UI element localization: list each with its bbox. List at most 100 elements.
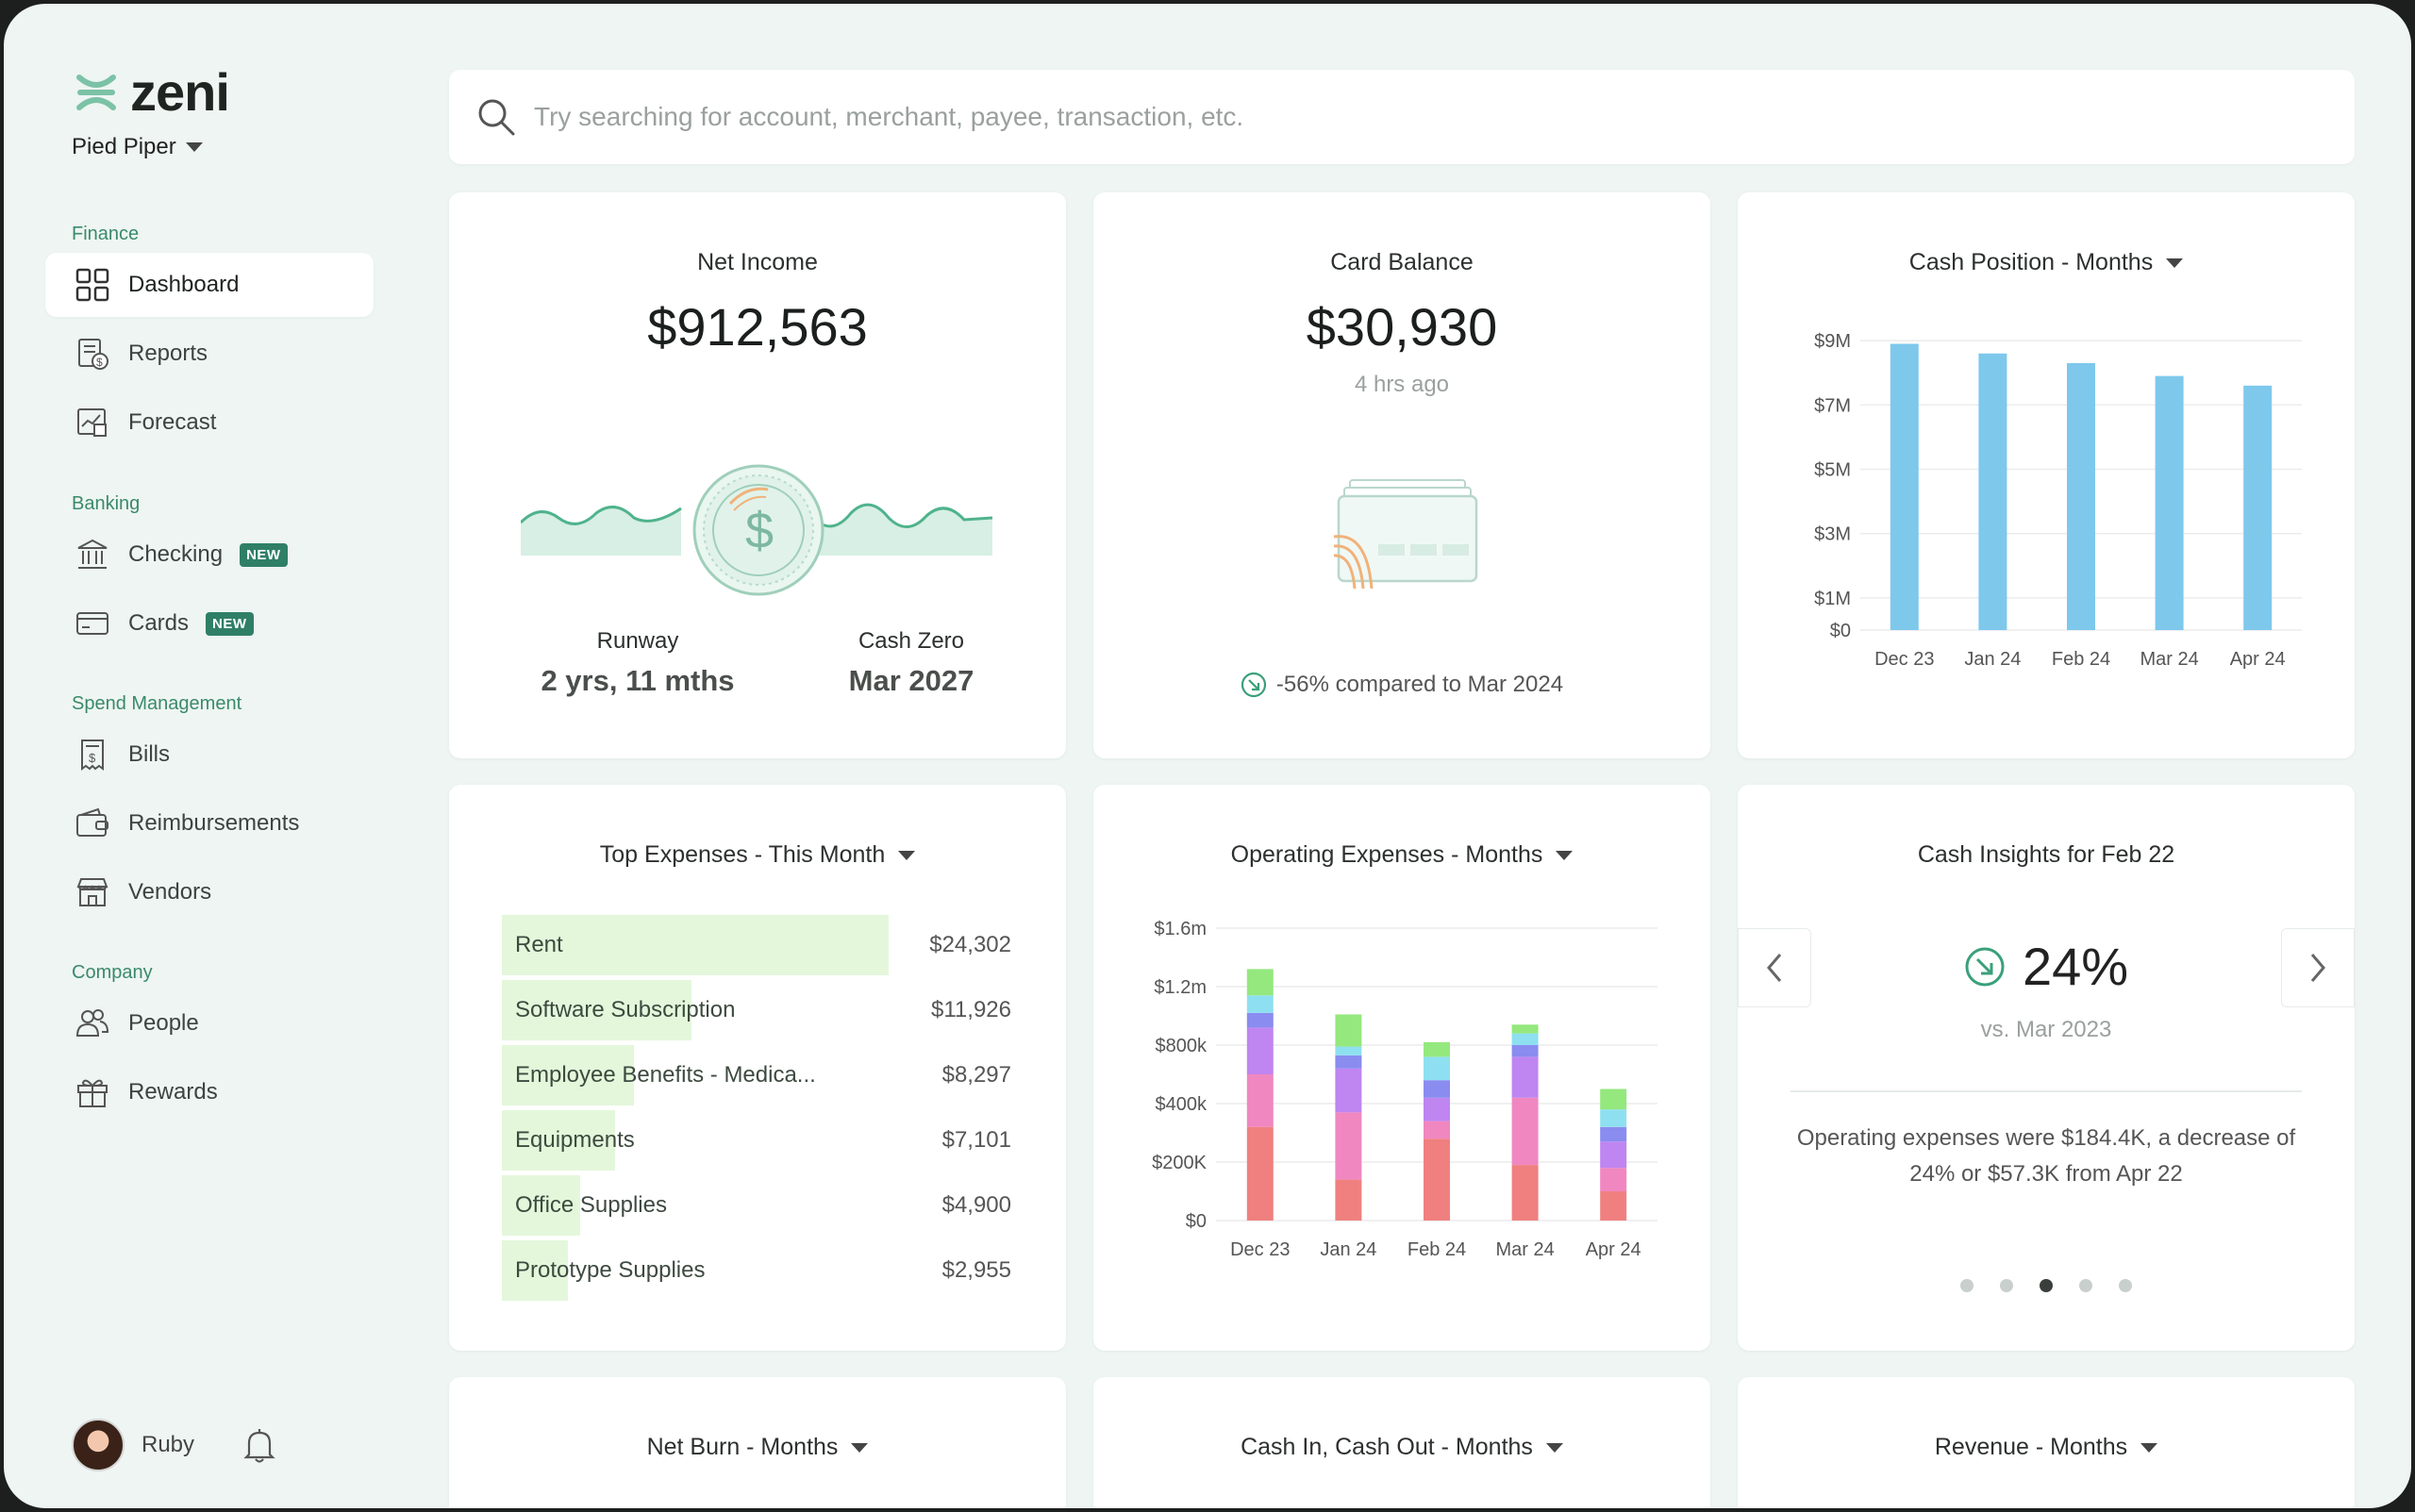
bar-segment[interactable] [1424, 1041, 1450, 1057]
y-tick-label: $0 [1830, 621, 1851, 641]
bar-segment[interactable] [1600, 1168, 1627, 1191]
bar[interactable] [1890, 343, 1919, 630]
sidebar-item-forecast[interactable]: Forecast [45, 390, 374, 455]
bar-segment[interactable] [1511, 1056, 1539, 1098]
bar-segment[interactable] [1600, 1141, 1627, 1169]
bar-segment[interactable] [1335, 1055, 1362, 1069]
card-title-text: Top Expenses - This Month [599, 841, 886, 868]
bar-segment[interactable] [1424, 1121, 1450, 1139]
expense-row[interactable]: Prototype Supplies $2,955 [502, 1240, 1011, 1301]
carousel-dot[interactable] [1960, 1279, 1974, 1292]
card-title[interactable]: Cash In, Cash Out - Months [1093, 1434, 1710, 1461]
bar-segment[interactable] [1424, 1056, 1450, 1081]
bar-segment[interactable] [1600, 1088, 1627, 1110]
bar-segment[interactable] [1600, 1109, 1627, 1127]
bar-segment[interactable] [1600, 1191, 1627, 1221]
bar-segment[interactable] [1511, 1024, 1539, 1034]
bar[interactable] [2155, 375, 2184, 630]
bar-segment[interactable] [1600, 1126, 1627, 1142]
sidebar-item-reimbursements[interactable]: Reimbursements [45, 791, 374, 856]
bar-segment[interactable] [1511, 1045, 1539, 1057]
net-income-value: $912,563 [647, 297, 868, 357]
company-switcher[interactable]: Pied Piper [72, 134, 203, 160]
sidebar-item-people[interactable]: People [45, 991, 374, 1055]
comparison-text: -56% compared to Mar 2024 [1275, 672, 1564, 697]
bar-segment[interactable] [1335, 1112, 1362, 1180]
sidebar-item-checking[interactable]: Checking NEW [45, 523, 374, 587]
expense-row[interactable]: Software Subscription $11,926 [502, 980, 1011, 1040]
bar-segment[interactable] [1246, 1074, 1274, 1127]
card-balance-card: Card Balance $30,930 4 hrs ago -56% comp… [1093, 192, 1710, 758]
bar-segment[interactable] [1424, 1080, 1450, 1098]
bar-segment[interactable] [1246, 969, 1274, 996]
carousel-dot-active[interactable] [2040, 1279, 2053, 1292]
expense-row[interactable]: Employee Benefits - Medica... $8,297 [502, 1045, 1011, 1105]
expense-name: Office Supplies [515, 1192, 667, 1218]
svg-text:$: $ [745, 503, 774, 559]
bar-segment[interactable] [1335, 1068, 1362, 1113]
section-finance: Finance [72, 224, 140, 244]
previous-insight-button[interactable] [1738, 928, 1811, 1007]
bar-segment[interactable] [1335, 1046, 1362, 1055]
carousel-dot[interactable] [2079, 1279, 2092, 1292]
runway-label: Runway [596, 628, 679, 654]
y-tick-label: $400k [1156, 1094, 1208, 1115]
bar[interactable] [2243, 385, 2273, 630]
bar-segment[interactable] [1424, 1097, 1450, 1122]
search-bar[interactable] [449, 70, 2355, 164]
forecast-icon [74, 404, 111, 441]
bar[interactable] [2067, 362, 2095, 630]
chevron-down-icon[interactable] [898, 850, 916, 860]
card-title-text: Revenue - Months [1934, 1434, 2128, 1460]
chevron-down-icon[interactable] [1545, 1442, 1563, 1453]
brand-name: zeni [130, 62, 230, 122]
chevron-down-icon[interactable] [1556, 850, 1574, 860]
carousel-dot[interactable] [2119, 1279, 2132, 1292]
search-input[interactable] [534, 102, 2326, 132]
expense-row[interactable]: Office Supplies $4,900 [502, 1175, 1011, 1236]
bar-segment[interactable] [1335, 1014, 1362, 1047]
card-title[interactable]: Cash Position - Months [1738, 249, 2355, 276]
sidebar-item-dashboard[interactable]: Dashboard [45, 253, 374, 317]
carousel-dot[interactable] [2000, 1279, 2013, 1292]
bar[interactable] [1978, 353, 2007, 630]
logo[interactable]: zeni [75, 62, 230, 122]
expense-name: Employee Benefits - Medica... [515, 1062, 816, 1088]
sidebar-item-rewards[interactable]: Rewards [45, 1060, 374, 1124]
expense-row[interactable]: Equipments $7,101 [502, 1110, 1011, 1171]
card-title[interactable]: Net Burn - Months [449, 1434, 1066, 1461]
card-title[interactable]: Top Expenses - This Month [449, 841, 1066, 869]
bell-icon[interactable] [242, 1426, 277, 1464]
bar-segment[interactable] [1511, 1097, 1539, 1166]
bar-segment[interactable] [1246, 1012, 1274, 1028]
next-insight-button[interactable] [2281, 928, 2355, 1007]
bar-segment[interactable] [1511, 1033, 1539, 1045]
bar-segment[interactable] [1424, 1138, 1450, 1221]
bar-segment[interactable] [1246, 1126, 1274, 1221]
chevron-right-icon [2310, 954, 2325, 982]
expense-value: $7,101 [941, 1127, 1011, 1153]
card-title[interactable]: Operating Expenses - Months [1093, 841, 1710, 869]
chevron-down-icon[interactable] [2166, 258, 2184, 268]
x-tick-label: Mar 24 [1495, 1239, 1554, 1260]
y-tick-label: $1.6m [1154, 919, 1207, 939]
expense-row[interactable]: Rent $24,302 [502, 915, 1011, 975]
sidebar-item-vendors[interactable]: Vendors [45, 860, 374, 924]
sidebar-item-bills[interactable]: $ Bills [45, 723, 374, 787]
bar-segment[interactable] [1246, 995, 1274, 1013]
user-menu[interactable]: Ruby [72, 1419, 277, 1471]
avatar[interactable] [72, 1419, 125, 1471]
sidebar-item-reports[interactable]: $ Reports [45, 322, 374, 386]
expense-bar [502, 1045, 634, 1105]
cash-zero-label: Cash Zero [858, 628, 965, 654]
chevron-down-icon[interactable] [851, 1442, 869, 1453]
chevron-down-icon[interactable] [2140, 1442, 2158, 1453]
section-banking: Banking [72, 493, 141, 514]
bar-segment[interactable] [1335, 1179, 1362, 1221]
bar-segment[interactable] [1246, 1027, 1274, 1074]
card-title[interactable]: Revenue - Months [1738, 1434, 2355, 1461]
x-tick-label: Jan 24 [1320, 1239, 1376, 1260]
sidebar-item-cards[interactable]: Cards NEW [45, 591, 374, 656]
arrow-down-circle-icon [1965, 947, 2005, 986]
bar-segment[interactable] [1511, 1165, 1539, 1221]
